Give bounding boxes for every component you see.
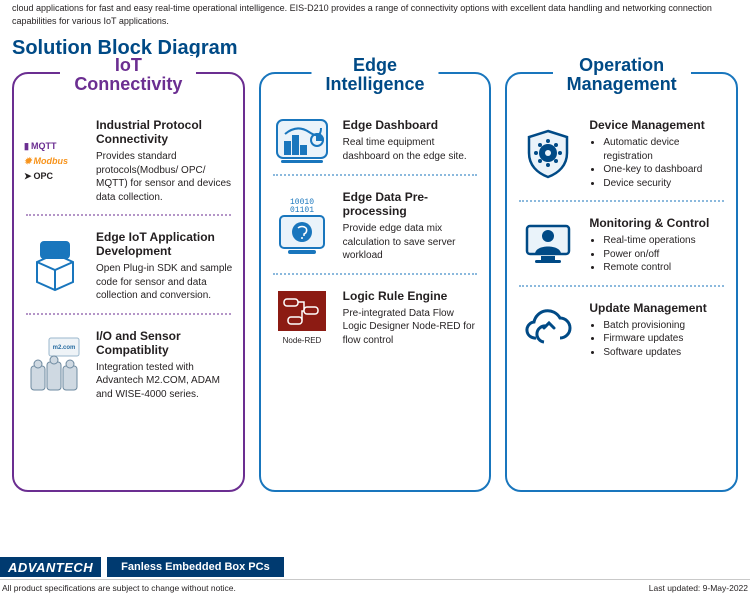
modbus-label: Modbus <box>34 156 69 166</box>
item-bullets: Batch provisioning Firmware updates Soft… <box>589 319 726 360</box>
sdk-box-icon: SDK <box>24 230 86 303</box>
column-title-line1: Operation <box>579 55 664 75</box>
page: cloud applications for fast and easy rea… <box>0 2 750 593</box>
footer-bar: ADVANTECH Fanless Embedded Box PCs <box>0 557 750 577</box>
item-protocol: ▮MQTT ✹Modbus ➤OPC Industrial Protocol C… <box>24 118 233 204</box>
item-desc: Provides standard protocols(Modbus/ OPC/… <box>96 150 233 204</box>
footer-category: Fanless Embedded Box PCs <box>107 557 284 577</box>
bullet: Automatic device registration <box>603 136 726 163</box>
svg-text:m2.com: m2.com <box>53 345 76 351</box>
nodered-label: Node-RED <box>282 336 321 345</box>
item-title: Industrial Protocol Connectivity <box>96 118 233 146</box>
item-desc: Provide edge data mix calculation to sav… <box>343 222 480 263</box>
footer-updated: Last updated: 9-May-2022 <box>649 583 748 593</box>
bullet: One-key to dashboard <box>603 163 726 177</box>
column-op: Operation Management Device Management A… <box>505 72 738 492</box>
item-title: Edge Data Pre-processing <box>343 190 480 218</box>
divider <box>26 214 231 216</box>
item-desc: Integration tested with Advantech M2.COM… <box>96 361 233 402</box>
io-sensor-icon: m2.com <box>24 329 86 402</box>
item-bullets: Real-time operations Power on/off Remote… <box>589 234 726 275</box>
item-title: Edge IoT Application Development <box>96 230 233 258</box>
column-title-op: Operation Management <box>553 56 691 94</box>
item-title: Logic Rule Engine <box>343 289 480 303</box>
dashboard-chart-icon <box>271 118 333 164</box>
item-title: Device Management <box>589 118 726 132</box>
column-title-line1: Edge <box>353 55 397 75</box>
opc-logo: ➤OPC <box>24 171 53 182</box>
item-bullets: Automatic device registration One-key to… <box>589 136 726 190</box>
column-title-line2: Connectivity <box>74 75 182 94</box>
item-update: Update Management Batch provisioning Fir… <box>517 301 726 360</box>
item-desc: Open Plug-in SDK and sample code for sen… <box>96 262 233 303</box>
monitor-person-icon <box>517 216 579 275</box>
item-title: Edge Dashboard <box>343 118 480 132</box>
footer-disclaimer: All product specifications are subject t… <box>2 583 236 593</box>
svg-text:01101: 01101 <box>290 206 314 215</box>
bullet: Batch provisioning <box>603 319 726 333</box>
protocol-logos-icon: ▮MQTT ✹Modbus ➤OPC <box>24 118 86 204</box>
item-device: Device Management Automatic device regis… <box>517 118 726 190</box>
bullet: Device security <box>603 177 726 191</box>
bullet: Firmware updates <box>603 332 726 346</box>
column-title-line2: Intelligence <box>325 75 424 94</box>
item-title: Monitoring & Control <box>589 216 726 230</box>
mqtt-label: MQTT <box>31 141 57 151</box>
bullet: Power on/off <box>603 248 726 262</box>
divider <box>273 273 478 275</box>
item-sdk: SDK Edge IoT Application Development Ope… <box>24 230 233 303</box>
column-iot: IoT Connectivity ▮MQTT ✹Modbus ➤OPC Indu… <box>12 72 245 492</box>
divider <box>519 200 724 202</box>
intro-text: cloud applications for fast and easy rea… <box>12 2 738 27</box>
brand-logo: ADVANTECH <box>0 557 101 577</box>
column-title-line2: Management <box>567 75 677 94</box>
columns-row: IoT Connectivity ▮MQTT ✹Modbus ➤OPC Indu… <box>12 72 738 492</box>
modbus-logo: ✹Modbus <box>24 156 68 167</box>
bullet: Remote control <box>603 261 726 275</box>
column-title-line1: IoT <box>115 55 142 75</box>
item-dashboard: Edge Dashboard Real time equipment dashb… <box>271 118 480 164</box>
nodered-logo-icon: Node-RED <box>271 289 333 348</box>
divider <box>519 285 724 287</box>
item-desc: Pre-integrated Data Flow Logic Designer … <box>343 307 480 348</box>
item-io: m2.com I/O and Sensor Compatiblity <box>24 329 233 402</box>
preprocessing-head-icon: 10010 01101 <box>271 190 333 263</box>
column-title-iot: IoT Connectivity <box>60 56 196 94</box>
mqtt-logo: ▮MQTT <box>24 141 56 152</box>
item-title: Update Management <box>589 301 726 315</box>
opc-label: OPC <box>34 171 54 181</box>
shield-gear-icon <box>517 118 579 190</box>
sdk-label: SDK <box>44 246 66 257</box>
bullet: Software updates <box>603 346 726 360</box>
item-monitor: Monitoring & Control Real-time operation… <box>517 216 726 275</box>
divider <box>26 313 231 315</box>
item-preproc: 10010 01101 Edge Data Pre-processing Pro… <box>271 190 480 263</box>
column-edge: Edge Intelligence <box>259 72 492 492</box>
cloud-update-icon <box>517 301 579 360</box>
column-title-edge: Edge Intelligence <box>311 56 438 94</box>
item-logic: Node-RED Logic Rule Engine Pre-integrate… <box>271 289 480 348</box>
footer: ADVANTECH Fanless Embedded Box PCs All p… <box>0 557 750 593</box>
item-desc: Real time equipment dashboard on the edg… <box>343 136 480 163</box>
divider <box>273 174 478 176</box>
item-title: I/O and Sensor Compatiblity <box>96 329 233 357</box>
bullet: Real-time operations <box>603 234 726 248</box>
